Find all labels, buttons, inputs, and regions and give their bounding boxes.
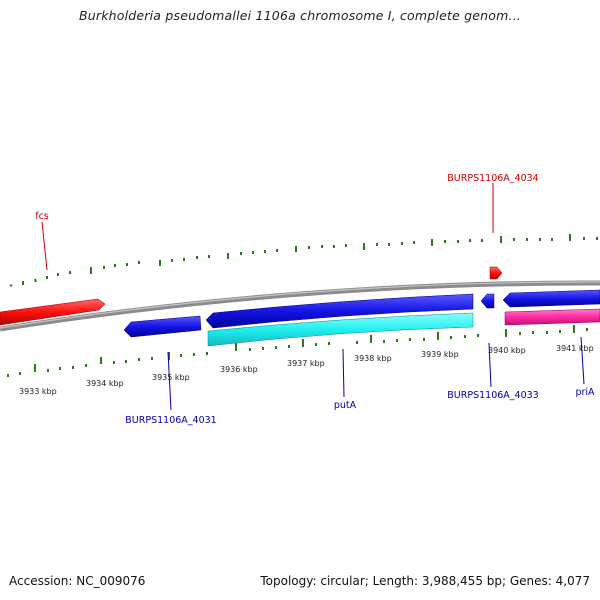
gene-label-burps1106a-4031: BURPS1106A_4031 — [125, 415, 216, 426]
gene-label-burps1106a-4034: BURPS1106A_4034 — [447, 173, 538, 184]
tick-label: 3940 kbp — [488, 346, 526, 355]
features — [0, 266, 600, 347]
tick-label: 3939 kbp — [421, 350, 459, 359]
gene-fcs[interactable] — [0, 298, 106, 326]
tick-label: 3937 kbp — [287, 359, 325, 368]
map-title: Burkholderia pseudomallei 1106a chromoso… — [78, 8, 522, 23]
gene-labels: fcs BURPS1106A_4034 BURPS1106A_4031 putA… — [35, 173, 595, 426]
gene-burps1106a-4034[interactable] — [489, 266, 503, 280]
accession-text: Accession: NC_009076 — [9, 574, 146, 588]
inner-tick-arc — [7, 325, 588, 377]
tick-label: 3935 kbp — [152, 373, 190, 382]
gene-burps1106a-4033[interactable] — [480, 293, 495, 309]
pink-feature[interactable] — [504, 308, 600, 326]
topology-summary: Topology: circular; Length: 3,988,455 bp… — [260, 574, 590, 588]
gene-pria[interactable] — [502, 289, 600, 308]
gene-puta[interactable] — [205, 293, 474, 329]
outer-tick-arc — [9, 234, 598, 287]
leader-lines — [41, 183, 585, 411]
gene-label-pria: priA — [575, 387, 595, 398]
gene-burps1106a-4031[interactable] — [123, 315, 202, 338]
gene-label-fcs: fcs — [35, 211, 49, 222]
genome-backbone — [0, 280, 600, 332]
tick-label: 3934 kbp — [86, 379, 124, 388]
tick-label: 3936 kbp — [220, 365, 258, 374]
gene-label-burps1106a-4033: BURPS1106A_4033 — [447, 390, 538, 401]
tick-labels: 3933 kbp 3934 kbp 3935 kbp 3936 kbp 3937… — [19, 344, 594, 396]
gene-label-puta: putA — [334, 400, 357, 411]
tick-label: 3938 kbp — [354, 354, 392, 363]
tick-label: 3941 kbp — [556, 344, 594, 353]
tick-label: 3933 kbp — [19, 387, 57, 396]
cyan-feature[interactable] — [207, 312, 474, 347]
